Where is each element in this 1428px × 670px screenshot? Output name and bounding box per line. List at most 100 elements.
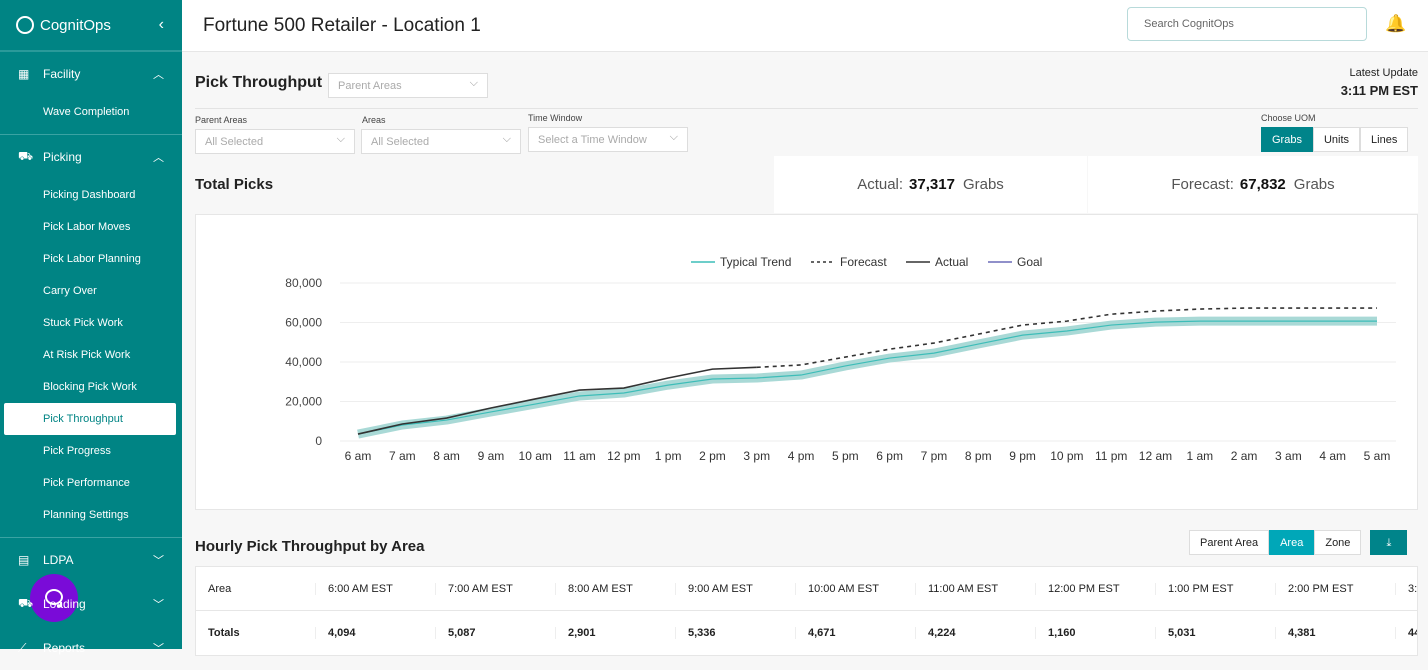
table-cell: 4,381 [1276,627,1396,639]
uom-grabs-button[interactable]: Grabs [1261,127,1313,152]
table-cell: 1,160 [1036,627,1156,639]
chevron-down-icon[interactable]: ﹀ [153,552,164,568]
column-header[interactable]: 12:00 PM EST [1036,583,1156,595]
column-header[interactable]: 6:00 AM EST [316,583,436,595]
sidebar-item-at-risk-pick-work[interactable]: At Risk Pick Work [0,339,182,371]
search-input[interactable]: Search CognitOps [1127,7,1367,41]
table-cell: 44 [1396,627,1418,639]
sidebar-section-reports[interactable]: ⟋Reports﹀ [0,626,182,670]
chevron-down-icon[interactable]: ﹀ [153,596,164,612]
column-header[interactable]: 1:00 PM EST [1156,583,1276,595]
table-cell: 4,224 [916,627,1036,639]
sidebar-item-carry-over[interactable]: Carry Over [0,275,182,307]
legend-label: Goal [1017,255,1042,269]
column-header[interactable]: 2:00 PM EST [1276,583,1396,595]
sidebar-section-picking[interactable]: ⛟ Picking ︿ [0,135,182,179]
chevron-down-icon[interactable]: ﹀ [153,640,164,656]
column-header[interactable]: 11:00 AM EST [916,583,1036,595]
areas-filter[interactable]: All Selected [361,129,521,154]
areas-label: Areas [362,115,386,125]
sidebar-item-pick-performance[interactable]: Pick Performance [0,467,182,499]
sidebar-item-pick-labor-planning[interactable]: Pick Labor Planning [0,243,182,275]
x-tick-label: 10 pm [1050,449,1083,463]
cart-icon: ⛟ [18,149,32,165]
x-tick-label: 8 pm [965,449,992,463]
table-cell: 5,087 [436,627,556,639]
chevron-up-icon[interactable]: ︿ [153,149,164,165]
y-tick-label: 80,000 [285,276,322,290]
hourly-title: Hourly Pick Throughput by Area [195,538,424,555]
x-tick-label: 9 am [478,449,505,463]
sidebar-item-picking-dashboard[interactable]: Picking Dashboard [0,179,182,211]
sidebar-item-pick-labor-moves[interactable]: Pick Labor Moves [0,211,182,243]
column-header[interactable]: Area [196,583,316,595]
sidebar-section-facility[interactable]: ▦Facility︿ [0,52,182,96]
uom-units-button[interactable]: Units [1313,127,1360,152]
column-header[interactable]: 7:00 AM EST [436,583,556,595]
top-bar: Fortune 500 Retailer - Location 1 Search… [182,0,1428,52]
forecast-value: 67,832 [1240,176,1286,193]
column-header[interactable]: 10:00 AM EST [796,583,916,595]
table-cell: 4,094 [316,627,436,639]
sidebar-section-ldpa[interactable]: ▤LDPA﹀ [0,538,182,582]
x-tick-label: 3 pm [743,449,770,463]
sidebar-item-pick-progress[interactable]: Pick Progress [0,435,182,467]
sidebar-item-planning-settings[interactable]: Planning Settings [0,499,182,531]
uom-toggle: Grabs Units Lines [1261,127,1408,152]
x-tick-label: 1 am [1186,449,1213,463]
parent-areas-dropdown[interactable]: Parent Areas [328,73,488,98]
x-tick-label: 4 am [1319,449,1346,463]
column-header[interactable]: 9:00 AM EST [676,583,796,595]
section-label: Picking [43,150,82,164]
parent-areas-filter[interactable]: All Selected [195,129,355,154]
app-name: CognitOps [40,17,111,34]
legend-label: Forecast [840,255,887,269]
parent-area-toggle[interactable]: Parent Area [1189,530,1269,555]
x-tick-label: 6 pm [876,449,903,463]
download-icon[interactable]: ⤓ [1370,530,1407,555]
uom-lines-button[interactable]: Lines [1360,127,1408,152]
sidebar-item-wave-completion[interactable]: Wave Completion [0,96,182,128]
x-tick-label: 4 pm [788,449,815,463]
y-tick-label: 20,000 [285,395,322,409]
sidebar-item-blocking-pick-work[interactable]: Blocking Pick Work [0,371,182,403]
zone-toggle[interactable]: Zone [1314,530,1361,555]
column-header[interactable]: 8:00 AM EST [556,583,676,595]
x-tick-label: 7 pm [921,449,948,463]
bell-icon[interactable]: 🔔 [1385,14,1406,34]
grouping-toggle: Parent Area Area Zone ⤓ [1189,530,1407,555]
x-tick-label: 2 am [1231,449,1258,463]
sidebar-item-stuck-pick-work[interactable]: Stuck Pick Work [0,307,182,339]
table-cell: 4,671 [796,627,916,639]
sidebar-section-loading[interactable]: ⛟Loading﹀ [0,582,182,626]
x-tick-label: 6 am [345,449,372,463]
legend-label: Typical Trend [720,255,791,269]
divider [195,108,1418,109]
y-tick-label: 40,000 [285,355,322,369]
logo[interactable]: CognitOps ‹ [0,0,182,52]
time-window-label: Time Window [528,113,582,123]
table-cell: 5,336 [676,627,796,639]
section-label: Facility [43,67,80,81]
section-label: LDPA [43,553,73,567]
uom-label: Choose UOM [1261,113,1316,123]
location-title: Fortune 500 Retailer - Location 1 [203,15,481,37]
typical-trend-band [358,321,1377,434]
truck-icon: ⛟ [18,596,32,612]
chevron-up-icon[interactable]: ︿ [153,66,164,82]
sidebar-item-pick-throughput[interactable]: Pick Throughput [4,403,176,435]
total-picks-title: Total Picks [195,176,273,193]
actual-value: 37,317 [909,176,955,193]
collapse-sidebar-icon[interactable]: ‹ [159,16,164,34]
area-toggle[interactable]: Area [1269,530,1314,555]
column-header[interactable]: 3: [1396,583,1418,595]
actual-unit: Grabs [963,176,1004,193]
x-tick-label: 12 am [1139,449,1172,463]
time-window-filter[interactable]: Select a Time Window [528,127,688,152]
